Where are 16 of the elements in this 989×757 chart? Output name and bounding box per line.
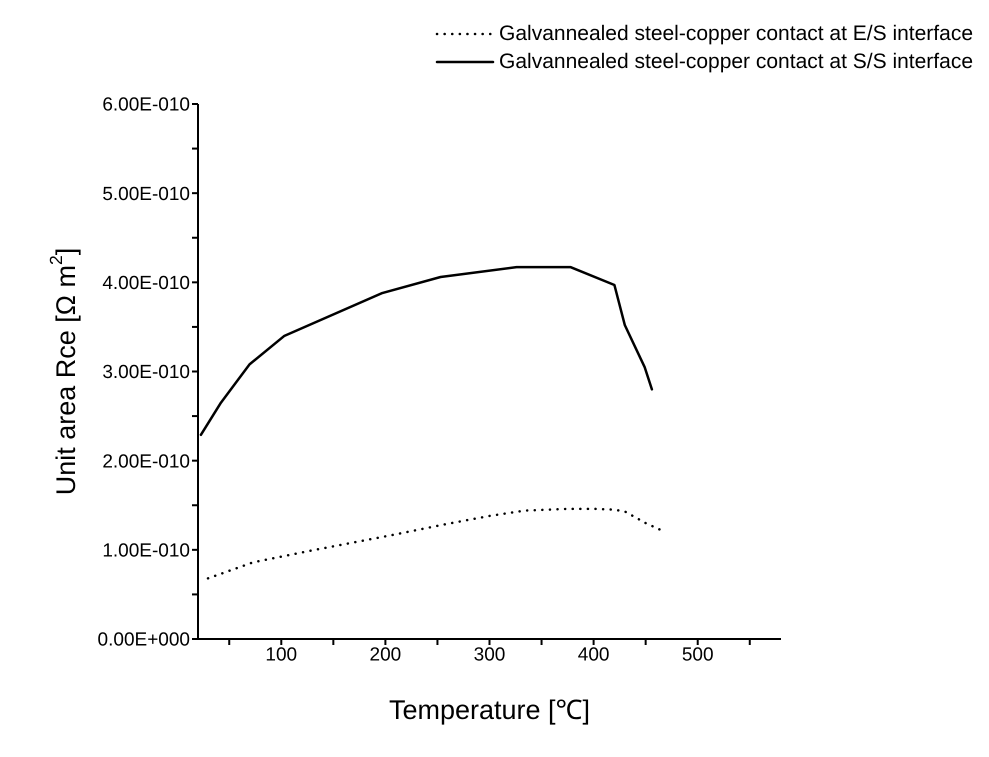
legend-label: Galvannealed steel-copper contact at S/S interface [499,50,973,74]
y-tick-label: 0.00E+000 [98,630,190,651]
legend-label: Galvannealed steel-copper contact at E/S interface [499,22,973,46]
y-tick-label: 4.00E-010 [102,273,190,294]
y-tick-label: 1.00E-010 [102,540,190,562]
x-tick-label: 200 [370,644,402,666]
line-series [206,508,663,580]
x-tick-label: 300 [474,644,506,666]
y-tick-label: 2.00E-010 [102,451,190,472]
x-tick-label: 400 [578,644,610,666]
y-tick-label: 6.00E-010 [102,94,190,116]
x-axis-title: Temperature [℃] [388,695,590,725]
x-tick-label: 100 [265,644,298,666]
y-tick-label: 3.00E-010 [102,362,190,384]
y-tick-label: 5.00E-010 [102,184,190,205]
x-tick-label: 500 [682,644,714,666]
